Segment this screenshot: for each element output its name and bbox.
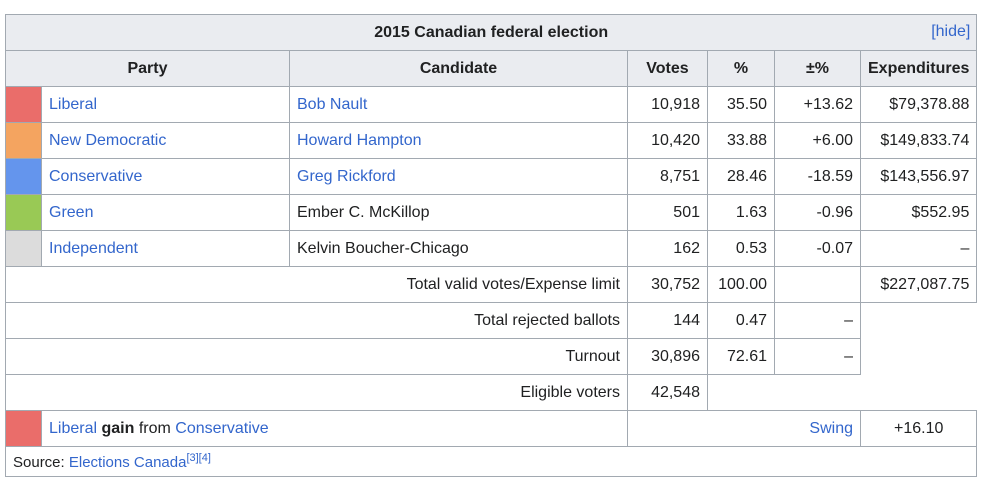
total-valid-row: Total valid votes/Expense limit 30,752 1… <box>5 266 978 303</box>
header-expenditures: Expenditures <box>859 50 978 87</box>
source-label: Source: <box>13 454 65 471</box>
source-cell: Source: Elections Canada[3][4] <box>4 446 978 477</box>
rejected-pct: 0.47 <box>707 302 775 339</box>
swing-value: +16.10 <box>859 410 978 447</box>
header-party: Party <box>5 50 290 87</box>
expenditures-cell: – <box>859 230 978 267</box>
gain-word: gain <box>101 419 135 437</box>
expense-limit: $227,087.75 <box>859 266 978 303</box>
party-color-swatch <box>5 122 42 159</box>
expenditures-cell: $149,833.74 <box>859 122 978 159</box>
header-votes: Votes <box>627 50 708 87</box>
source-link[interactable]: Elections Canada <box>68 454 187 471</box>
votes-cell: 162 <box>627 230 708 267</box>
gain-party-link[interactable]: Liberal <box>49 419 98 437</box>
table-caption: 2015 Canadian federal election [hide] <box>4 14 978 51</box>
rejected-label: Total rejected ballots <box>5 302 628 339</box>
gain-color-swatch <box>5 410 42 447</box>
election-results-table: 2015 Canadian federal election [hide] Pa… <box>4 14 978 477</box>
total-valid-votes: 30,752 <box>627 266 708 303</box>
candidate-row: New Democratic Howard Hampton 10,420 33.88 +… <box>5 122 978 159</box>
pct-cell: 0.53 <box>707 230 775 267</box>
total-valid-change <box>774 266 861 303</box>
party-color-swatch <box>5 230 42 267</box>
pct-cell: 1.63 <box>707 194 775 231</box>
change-cell: -18.59 <box>774 158 861 195</box>
candidate-name[interactable]: Howard Hampton <box>289 122 628 159</box>
total-valid-label: Total valid votes/Expense limit <box>5 266 628 303</box>
turnout-pct: 72.61 <box>707 338 775 375</box>
expenditures-cell: $552.95 <box>859 194 978 231</box>
header-pct: % <box>707 50 775 87</box>
candidate-row: Conservative Greg Rickford 8,751 28.46 -18.5… <box>5 158 978 195</box>
candidate-row: Liberal Bob Nault 10,918 35.50 +13.62 $79,378… <box>5 86 978 123</box>
candidate-name: Ember C. McKillop <box>289 194 628 231</box>
header-change: ±% <box>774 50 861 87</box>
party-link[interactable]: Conservative <box>41 158 290 195</box>
gain-from-party-link[interactable]: Conservative <box>175 419 269 437</box>
candidate-name[interactable]: Greg Rickford <box>289 158 628 195</box>
party-color-swatch <box>5 158 42 195</box>
expenditures-cell: $143,556.97 <box>859 158 978 195</box>
rejected-change: – <box>774 302 861 339</box>
eligible-label: Eligible voters <box>5 374 628 411</box>
gain-from-word: from <box>138 419 171 437</box>
votes-cell: 501 <box>627 194 708 231</box>
swing-cell: Swing <box>627 410 861 447</box>
gain-text: Liberal gain from Conservative <box>41 410 628 447</box>
source-row: Source: Elections Canada[3][4] <box>4 446 978 477</box>
rejected-votes: 144 <box>627 302 708 339</box>
pct-cell: 35.50 <box>707 86 775 123</box>
total-valid-pct: 100.00 <box>707 266 775 303</box>
swing-link[interactable]: Swing <box>809 419 853 437</box>
change-cell: -0.07 <box>774 230 861 267</box>
eligible-row: Eligible voters 42,548 <box>5 374 977 411</box>
gain-row: Liberal gain from Conservative Swing +16… <box>5 410 978 447</box>
table-title: 2015 Canadian federal election <box>374 23 609 41</box>
candidate-row: Green Ember C. McKillop 501 1.63 -0.96 $552.9… <box>5 194 978 231</box>
expenditures-cell: $79,378.88 <box>859 86 978 123</box>
change-cell: +6.00 <box>774 122 861 159</box>
votes-cell: 10,420 <box>627 122 708 159</box>
source-refs[interactable]: [3][4] <box>186 452 211 464</box>
hide-link[interactable]: hide <box>935 23 966 40</box>
party-link[interactable]: Independent <box>41 230 290 267</box>
pct-cell: 28.46 <box>707 158 775 195</box>
hide-toggle[interactable]: [hide] <box>931 23 971 40</box>
eligible-votes: 42,548 <box>627 374 708 411</box>
party-link[interactable]: Green <box>41 194 290 231</box>
candidate-name[interactable]: Bob Nault <box>289 86 628 123</box>
header-candidate: Candidate <box>289 50 628 87</box>
candidate-name: Kelvin Boucher-Chicago <box>289 230 628 267</box>
party-color-swatch <box>5 194 42 231</box>
pct-cell: 33.88 <box>707 122 775 159</box>
turnout-row: Turnout 30,896 72.61 – <box>5 338 977 375</box>
change-cell: -0.96 <box>774 194 861 231</box>
party-link[interactable]: New Democratic <box>41 122 290 159</box>
party-link[interactable]: Liberal <box>41 86 290 123</box>
change-cell: +13.62 <box>774 86 861 123</box>
rejected-row: Total rejected ballots 144 0.47 – <box>5 302 977 339</box>
header-row: Party Candidate Votes % ±% Expenditures <box>5 50 978 87</box>
turnout-change: – <box>774 338 861 375</box>
votes-cell: 10,918 <box>627 86 708 123</box>
candidate-row: Independent Kelvin Boucher-Chicago 162 0.53… <box>5 230 978 267</box>
votes-cell: 8,751 <box>627 158 708 195</box>
turnout-votes: 30,896 <box>627 338 708 375</box>
party-color-swatch <box>5 86 42 123</box>
turnout-label: Turnout <box>5 338 628 375</box>
